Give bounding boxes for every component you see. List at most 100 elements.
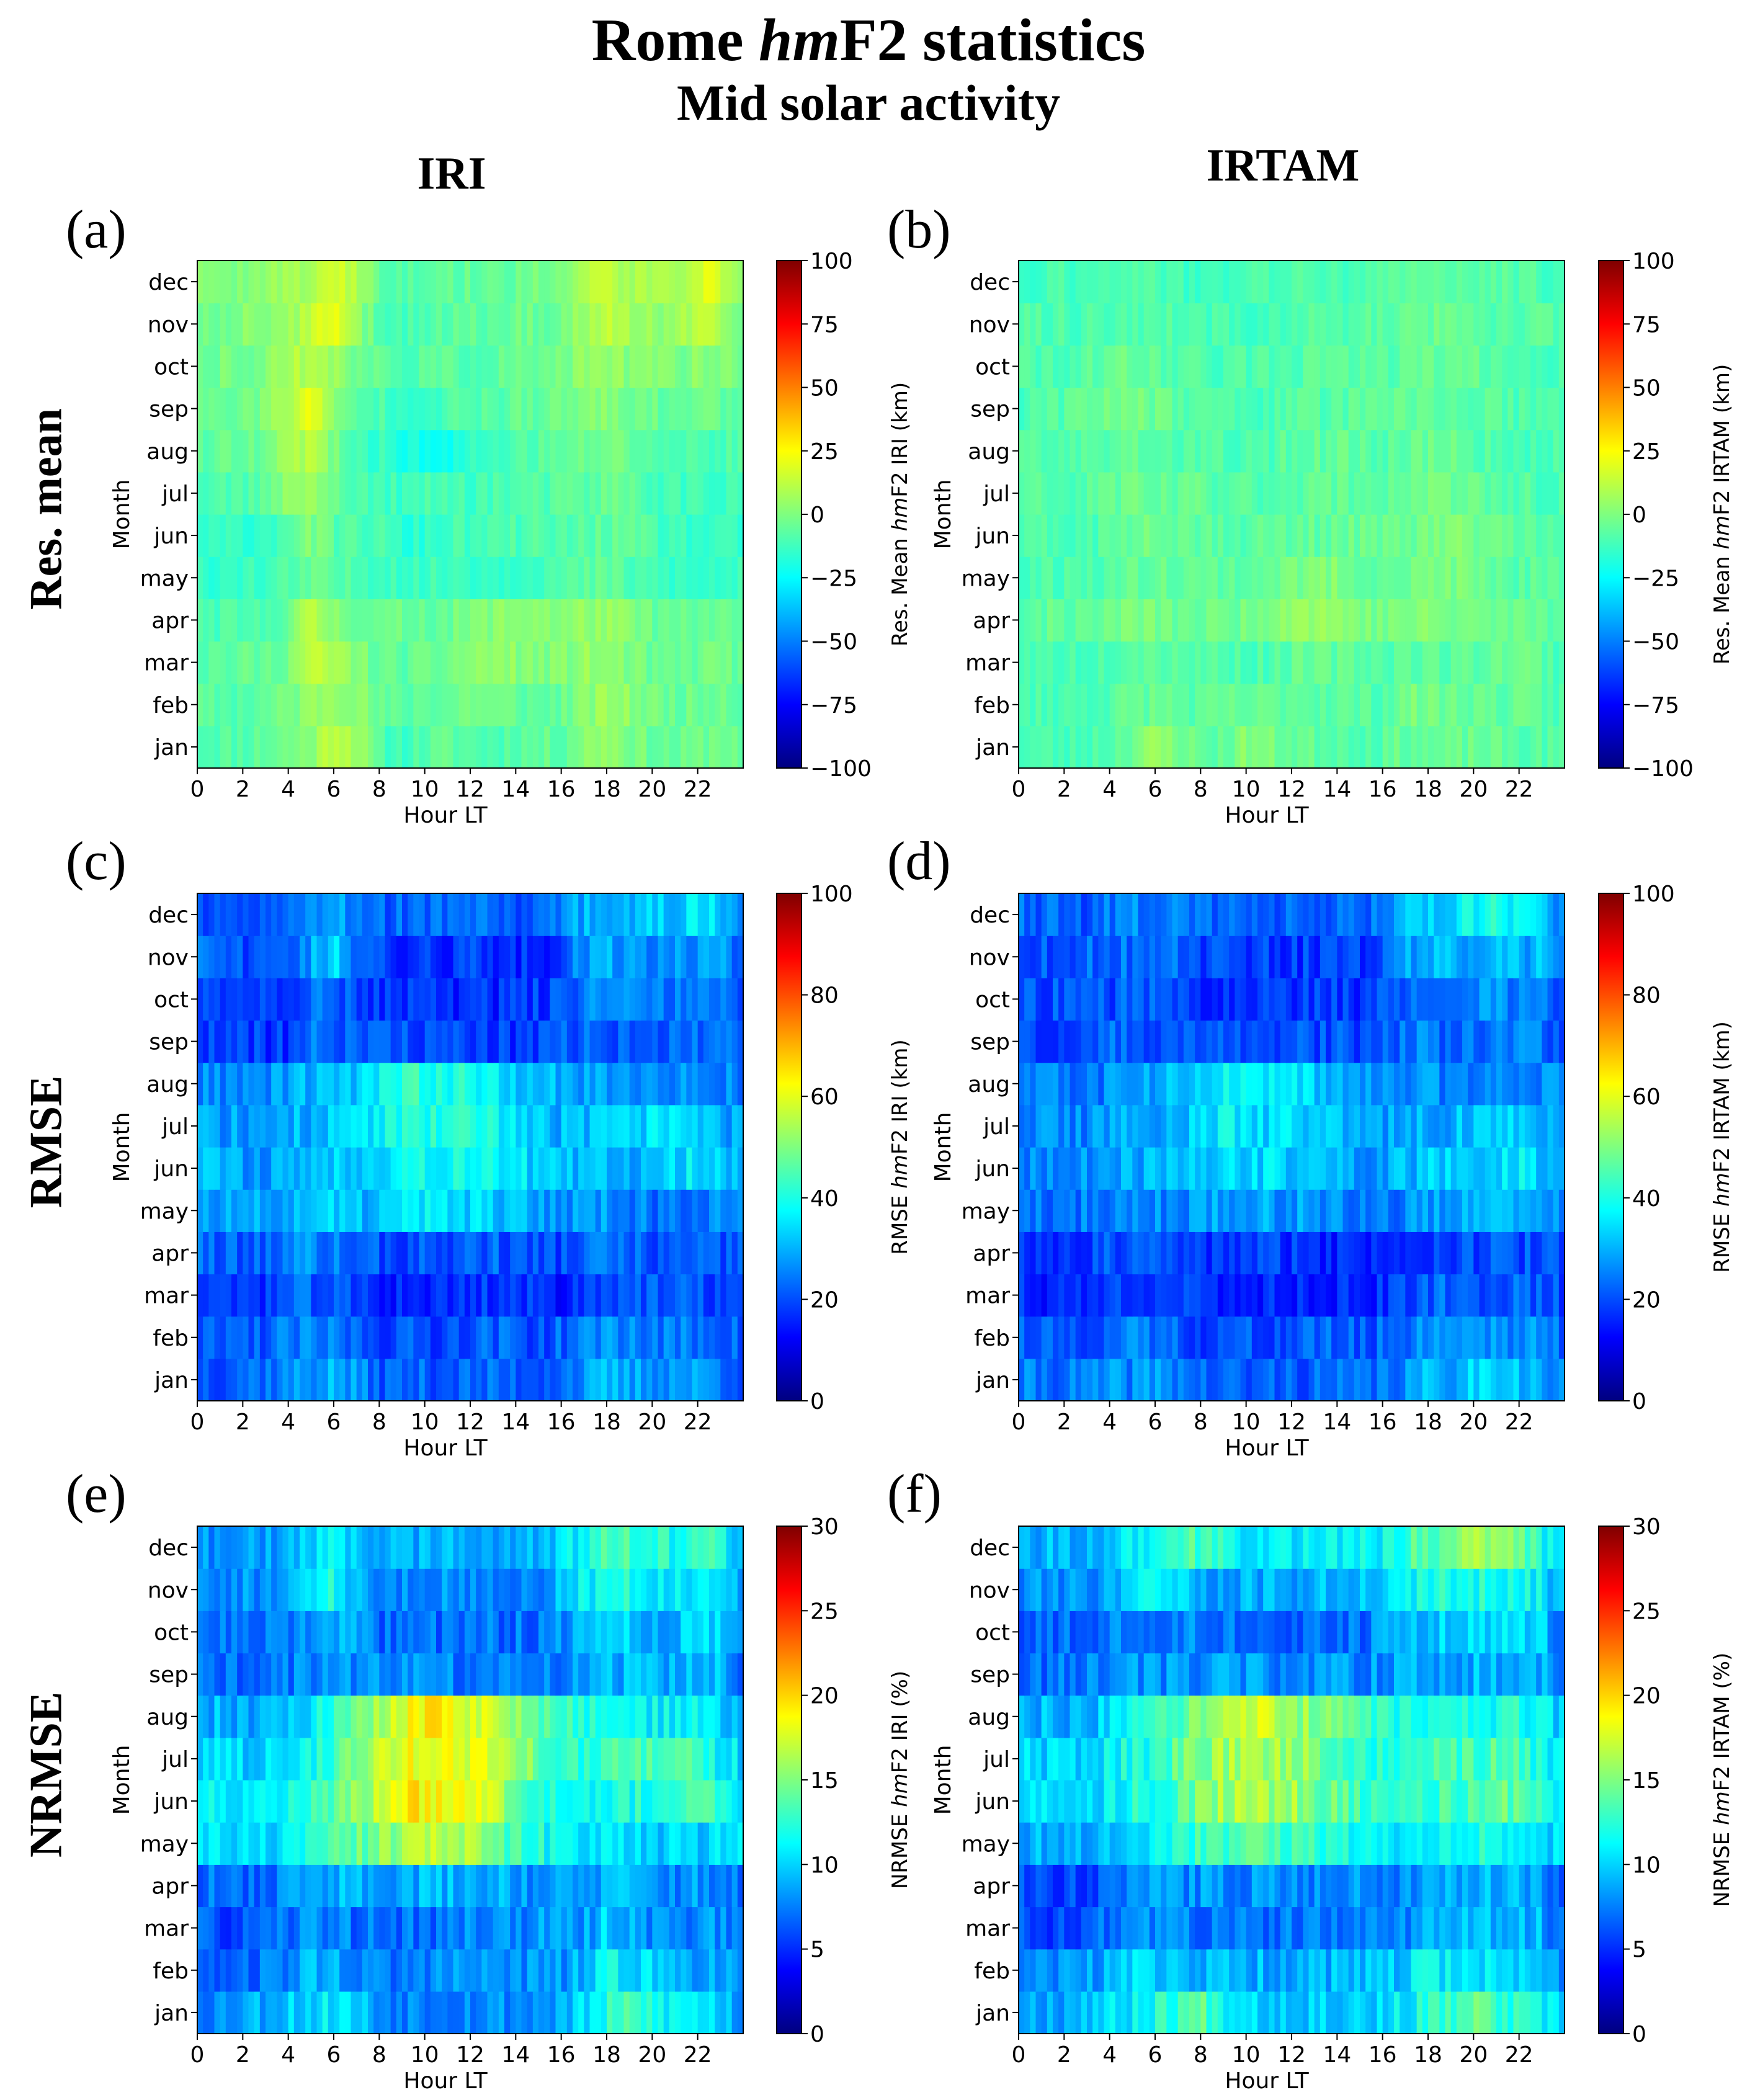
- heatmap-cell: [442, 261, 448, 303]
- heatmap-cell: [339, 261, 346, 303]
- heatmap-cell: [1269, 978, 1275, 1021]
- heatmap-cell: [288, 1316, 295, 1359]
- heatmap-cell: [1388, 429, 1395, 473]
- heatmap-cell: [658, 1104, 664, 1148]
- heatmap-cell: [1303, 345, 1310, 388]
- heatmap-cell: [1138, 514, 1145, 557]
- heatmap-cell: [1519, 893, 1525, 936]
- heatmap-cell: [464, 978, 471, 1021]
- heatmap-cell: [607, 471, 613, 515]
- x-tick-label: 14: [501, 777, 530, 802]
- heatmap-cell: [1428, 429, 1434, 473]
- heatmap-cell: [521, 1274, 528, 1317]
- y-tick-label: aug: [968, 1072, 1010, 1097]
- heatmap-cell: [584, 641, 591, 684]
- heatmap-cell: [203, 1991, 209, 2034]
- heatmap-cell: [1075, 303, 1082, 346]
- heatmap-cell: [646, 1316, 653, 1359]
- heatmap-cell: [1274, 683, 1281, 726]
- heatmap-cell: [1400, 1020, 1406, 1063]
- heatmap-cell: [1263, 1020, 1269, 1063]
- heatmap-cell: [1292, 387, 1298, 431]
- heatmap-cell: [618, 1274, 625, 1317]
- heatmap-cell: [1496, 1316, 1503, 1359]
- heatmap-cell: [1019, 1316, 1025, 1359]
- heatmap-cell: [231, 641, 238, 684]
- heatmap-cell: [243, 514, 249, 557]
- heatmap-cell: [1206, 1104, 1213, 1148]
- heatmap-cell: [715, 261, 721, 303]
- heatmap-cell: [1434, 936, 1440, 978]
- heatmap-cell: [498, 1147, 505, 1190]
- heatmap-cell: [293, 1358, 300, 1401]
- heatmap-cell: [578, 893, 584, 936]
- heatmap-cell: [402, 1316, 408, 1359]
- heatmap-cell: [1177, 683, 1184, 726]
- heatmap-cell: [607, 1189, 613, 1232]
- heatmap-cell: [1251, 725, 1258, 769]
- heatmap-cell: [1456, 1189, 1463, 1232]
- heatmap-cell: [601, 1062, 607, 1106]
- heatmap-cell: [516, 599, 522, 642]
- x-tick-label: 12: [456, 777, 484, 802]
- heatmap-cell: [504, 1189, 511, 1232]
- heatmap-cell: [266, 1358, 272, 1401]
- heatmap-cell: [1041, 978, 1048, 1021]
- heatmap-cell: [1127, 893, 1133, 936]
- heatmap-cell: [1513, 1274, 1520, 1317]
- heatmap-cell: [1445, 261, 1452, 303]
- heatmap-cell: [1246, 471, 1253, 515]
- heatmap-cell: [1319, 978, 1326, 1021]
- heatmap-cell: [1229, 387, 1235, 431]
- heatmap-cell: [595, 1274, 602, 1317]
- heatmap-cell: [1547, 1231, 1554, 1275]
- heatmap-cell: [1348, 1189, 1355, 1232]
- heatmap-cell: [544, 471, 550, 515]
- heatmap-cell: [1235, 345, 1241, 388]
- heatmap-cell: [1400, 1231, 1406, 1275]
- heatmap-cell: [1183, 1231, 1190, 1275]
- heatmap-cell: [584, 1358, 591, 1401]
- heatmap-cell: [220, 1062, 226, 1106]
- heatmap-cell: [1280, 514, 1287, 557]
- heatmap-cell: [1377, 1147, 1383, 1190]
- heatmap-cell: [1473, 725, 1480, 769]
- heatmap-cell: [1109, 1316, 1116, 1359]
- heatmap-cell: [1450, 893, 1457, 936]
- heatmap-cell: [1212, 1274, 1218, 1317]
- heatmap-cell: [669, 893, 676, 936]
- heatmap-cell: [1229, 893, 1235, 936]
- heatmap-cell: [476, 1231, 482, 1275]
- heatmap-cell: [447, 1316, 454, 1359]
- heatmap-cell: [1030, 1189, 1037, 1232]
- heatmap-cell: [1354, 261, 1360, 303]
- heatmap-cell: [413, 1062, 420, 1106]
- heatmap-cell: [368, 641, 374, 684]
- heatmap-cell: [658, 725, 664, 769]
- heatmap-cell: [1041, 1147, 1048, 1190]
- heatmap-cell: [430, 1231, 437, 1275]
- heatmap-cell: [1081, 893, 1087, 936]
- heatmap-cell: [573, 683, 579, 726]
- heatmap-cell: [573, 641, 579, 684]
- heatmap-cell: [402, 514, 408, 557]
- heatmap-cell: [681, 936, 687, 978]
- heatmap-cell: [1434, 683, 1440, 726]
- heatmap-cell: [1166, 893, 1173, 936]
- heatmap-cell: [612, 599, 618, 642]
- heatmap-cell: [1542, 514, 1548, 557]
- colorbar-tick-label: 0: [1632, 1389, 1646, 1414]
- heatmap-cell: [1450, 261, 1457, 303]
- heatmap-cell: [1269, 261, 1275, 303]
- heatmap-cell: [1235, 1316, 1241, 1359]
- heatmap-cell: [339, 725, 346, 769]
- heatmap-cell: [1121, 641, 1127, 684]
- heatmap-cell: [1542, 1358, 1548, 1401]
- heatmap-cell: [1246, 303, 1253, 346]
- heatmap-cell: [470, 1231, 476, 1275]
- heatmap-cell: [1206, 1231, 1213, 1275]
- heatmap-cell: [692, 978, 699, 1021]
- heatmap-cell: [311, 1274, 318, 1317]
- heatmap-cell: [1394, 1147, 1400, 1190]
- heatmap-cell: [669, 1147, 676, 1190]
